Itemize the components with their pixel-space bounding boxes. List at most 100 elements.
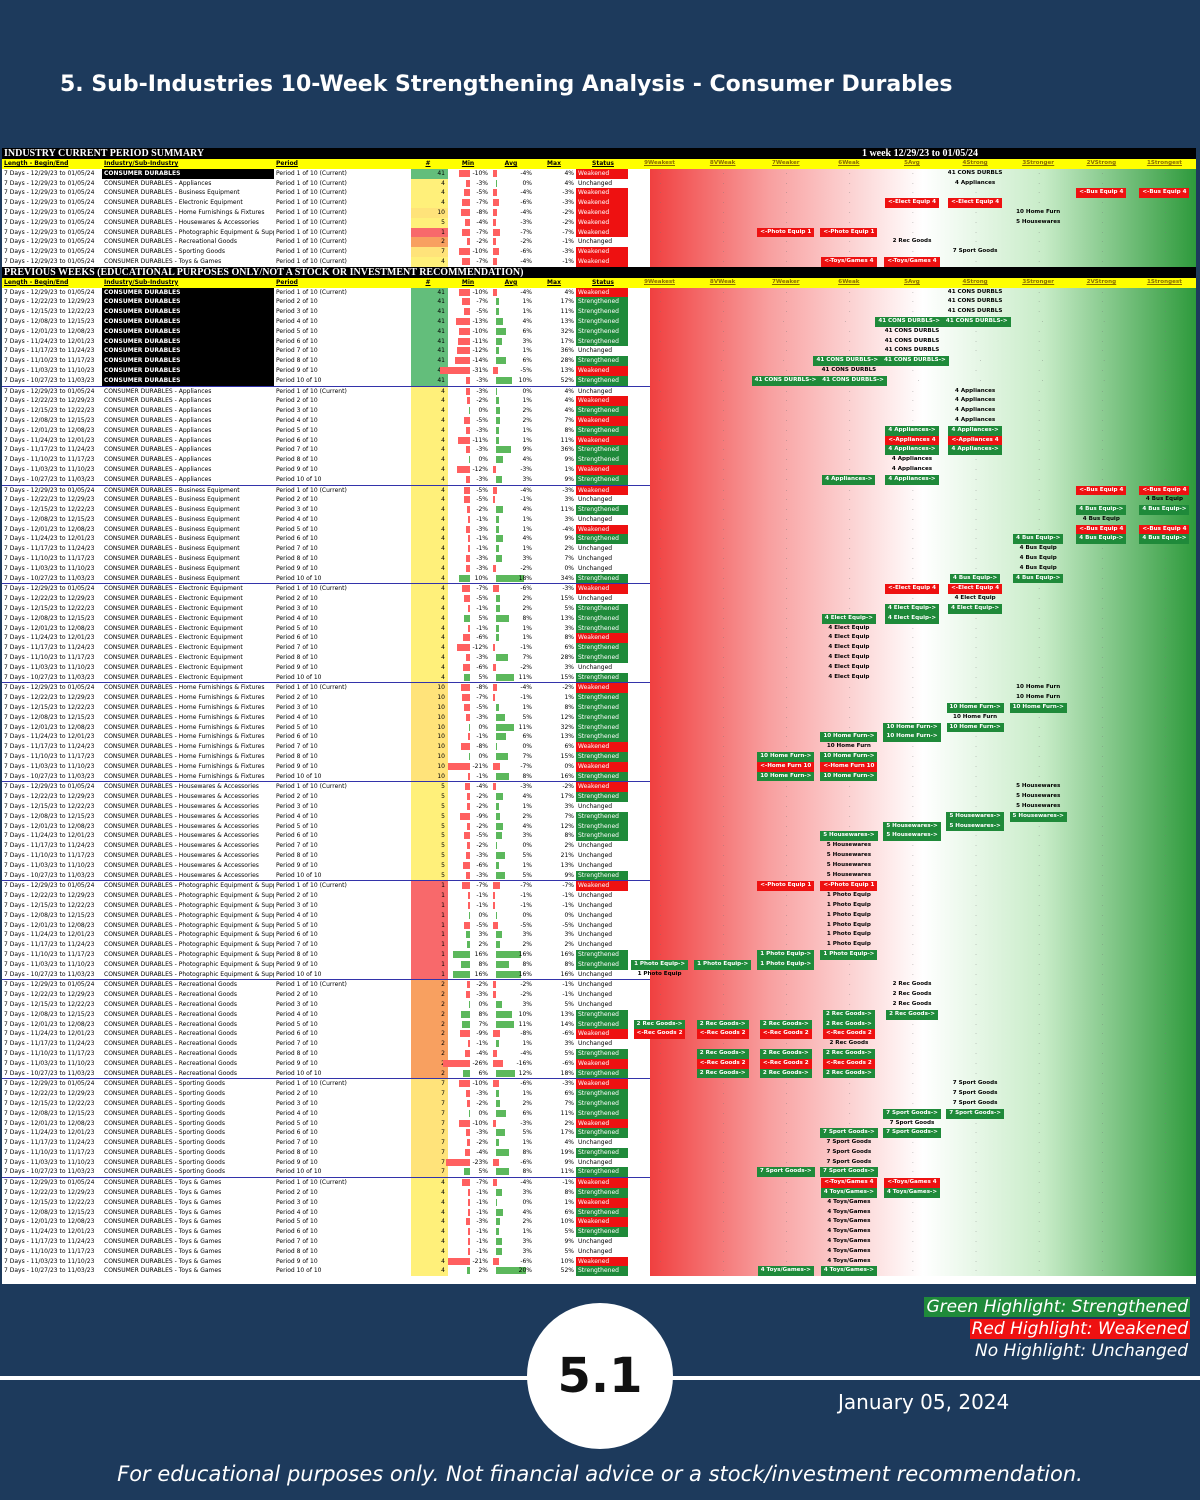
level-cell: 4 Bus Equip [1007, 564, 1070, 574]
row-min: 10% [448, 574, 490, 584]
level-cell [1070, 179, 1133, 189]
min-value: -3% [476, 475, 488, 483]
table-row: 7 Days - 12/29/23 to 01/05/24 CONSUMER DU… [2, 385, 1196, 397]
row-avg: -3% [490, 1119, 534, 1129]
avg-value: 1% [522, 397, 532, 405]
min-value: -6% [476, 634, 488, 642]
table-row: 7 Days - 11/10/23 to 11/17/23 CONSUMER DU… [2, 554, 1196, 564]
row-levels: 4 Toys/Games [628, 1208, 1196, 1218]
row-count: 4 [411, 524, 448, 535]
level-cell [880, 643, 943, 653]
level-marker: <-Rec Goods 2 [759, 1058, 812, 1069]
level-cell [944, 861, 1007, 871]
level-marker: 5 Housewares [826, 861, 872, 868]
row-max: -3% [562, 585, 574, 593]
row-levels: 4 Bus Equip [628, 495, 1196, 505]
level-cell [880, 891, 943, 901]
level-cell [817, 445, 880, 455]
avg-bar [496, 793, 503, 801]
report-date: January 05, 2024 [838, 1390, 1010, 1414]
min-bar [465, 1049, 470, 1057]
row-count: 4 [411, 563, 448, 574]
avg-value: 4% [522, 535, 532, 543]
avg-bar [496, 357, 506, 365]
table-row: 7 Days - 12/22/23 to 12/29/23 CONSUMER DU… [2, 594, 1196, 605]
table-row: 7 Days - 12/29/23 to 01/05/24 CONSUMER DU… [2, 583, 1196, 595]
row-min: 0% [448, 723, 490, 733]
min-value: -5% [476, 704, 488, 712]
level-cell [817, 713, 880, 723]
level-cell: 2 Rec Goods-> [754, 1019, 817, 1030]
level-cell: 7 Sport Goods-> [944, 1108, 1007, 1119]
row-avg: 1% [490, 297, 534, 307]
level-cell: 5 Housewares-> [880, 831, 943, 842]
avg-value: 1% [522, 1090, 532, 1098]
level-cell [1133, 337, 1196, 347]
level-cell: 10 Home Furn [817, 742, 880, 752]
level-marker: 2 Rec Goods-> [696, 1019, 749, 1030]
row-avg: -4% [490, 257, 534, 267]
level-marker: 4 Toys/Games-> [820, 1188, 877, 1198]
row-max: 3% [564, 515, 574, 523]
row-min: -10% [448, 169, 490, 179]
level-cell: 7 Sport Goods [944, 1099, 1007, 1109]
avg-value: 10% [518, 1010, 532, 1018]
row-period: Period 2 of 10 [276, 991, 318, 999]
row-count: 4 [411, 455, 448, 465]
row-length: 7 Days - 12/29/23 to 01/05/24 [4, 882, 95, 890]
level-marker: 4 Appliances-> [948, 425, 1002, 436]
min-value: -1% [476, 772, 488, 780]
table-row: 7 Days - 11/03/23 to 11/10/23 CONSUMER DU… [2, 1256, 1196, 1267]
row-industry: CONSUMER DURABLES - Electronic Equipment [104, 585, 243, 593]
avg-bar [496, 506, 503, 514]
level-cell: 10 Home Furn-> [880, 732, 943, 743]
min-bar [468, 901, 470, 909]
row-count: 4 [411, 1217, 448, 1228]
level-cell [1070, 1257, 1133, 1267]
row-period: Period 7 of 10 [276, 446, 318, 454]
row-period: Period 6 of 10 [276, 634, 318, 642]
level-cell [691, 237, 754, 247]
level-cell [1007, 1029, 1070, 1039]
table-row: 7 Days - 11/17/23 to 11/24/23 CONSUMER DU… [2, 841, 1196, 851]
level-cell [817, 218, 880, 228]
level-cell [1070, 297, 1133, 307]
row-industry: CONSUMER DURABLES [102, 346, 274, 357]
min-bar [448, 1257, 470, 1265]
table-row: 7 Days - 12/22/23 to 12/29/23 CONSUMER DU… [2, 396, 1196, 407]
row-levels: <-Elect Equip 4<-Elect Equip 4 [628, 198, 1196, 208]
level-cell: 4 Appliances [944, 416, 1007, 426]
row-length: 7 Days - 11/10/23 to 11/17/23 [4, 456, 95, 464]
level-cell [1070, 683, 1133, 693]
level-cell [1007, 247, 1070, 257]
min-bar [464, 614, 470, 622]
avg-bar [496, 1238, 502, 1246]
level-cell: <-Photo Equip 1 [817, 227, 880, 238]
row-avg: -1% [490, 693, 534, 703]
min-bar [466, 426, 470, 434]
level-cell [754, 1188, 817, 1198]
row-max: -3% [562, 248, 574, 256]
row-period: Period 9 of 10 [276, 564, 318, 572]
level-cell [1007, 515, 1070, 525]
level-cell [628, 288, 691, 298]
level-cell [754, 1039, 817, 1049]
level-cell [880, 713, 943, 723]
row-levels: 1 Photo Equip [628, 970, 1196, 980]
row-period: Period 4 of 10 [276, 317, 318, 325]
level-cell [628, 455, 691, 465]
level-cell [691, 1000, 754, 1010]
level-cell [944, 841, 1007, 851]
row-status: Strengthened [576, 643, 628, 654]
level-cell [691, 495, 754, 505]
row-avg: 3% [490, 930, 534, 940]
min-value: -7% [476, 298, 488, 306]
row-min: -3% [448, 426, 490, 436]
level-cell [691, 1237, 754, 1247]
row-industry: CONSUMER DURABLES - Home Furnishings & F… [104, 723, 265, 731]
row-max: 17% [560, 1129, 574, 1137]
level-cell: 4 Bus Equip [1007, 544, 1070, 554]
level-cell: 4 Appliances [880, 455, 943, 465]
level-cell [754, 387, 817, 397]
row-count: 4 [411, 1188, 448, 1198]
